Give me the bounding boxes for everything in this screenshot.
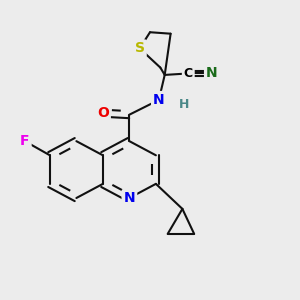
Text: S: S [135, 41, 145, 56]
Text: N: N [153, 93, 165, 107]
Text: F: F [20, 134, 30, 148]
Text: O: O [97, 106, 109, 120]
Text: C: C [184, 67, 193, 80]
Text: H: H [179, 98, 189, 111]
Text: N: N [124, 191, 135, 205]
Text: N: N [206, 66, 218, 80]
